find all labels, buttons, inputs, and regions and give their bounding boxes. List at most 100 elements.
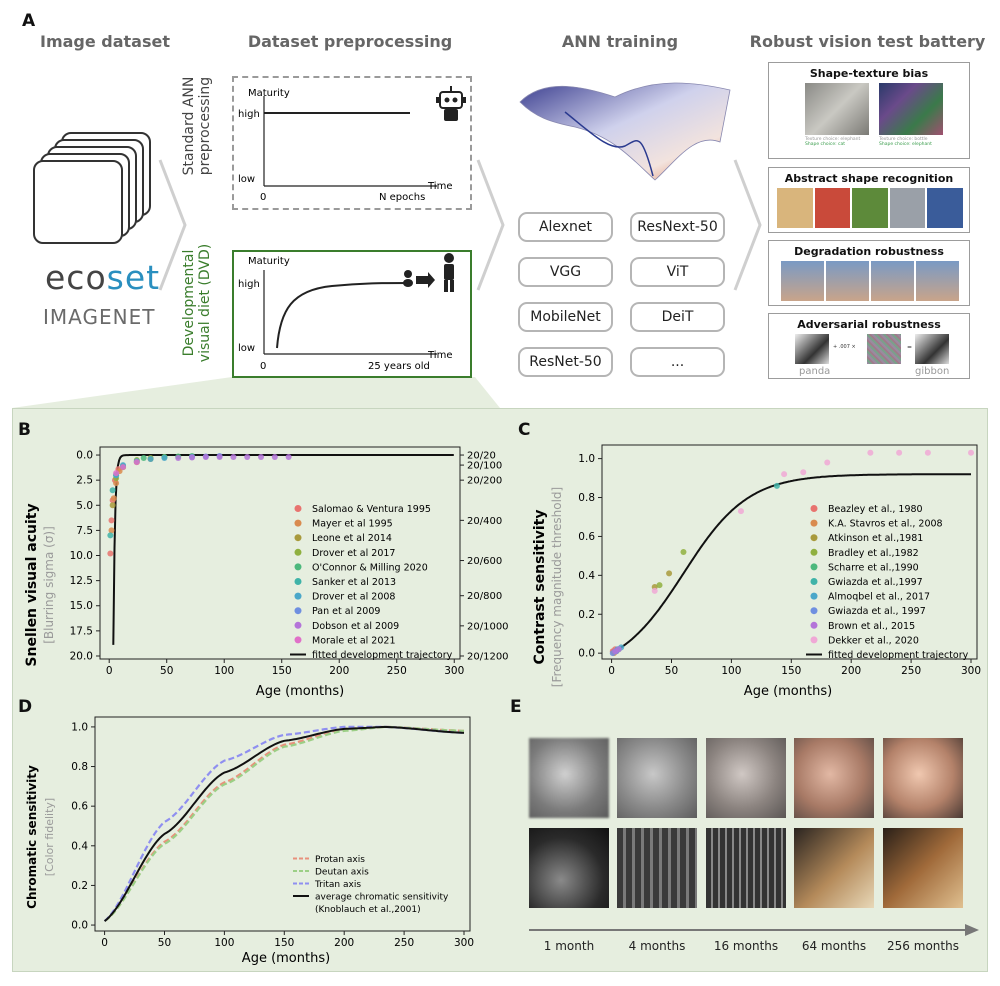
dvd-x0: 0 <box>260 361 266 372</box>
legend-marker <box>810 621 818 629</box>
right-tick-label: 20/100 <box>467 461 502 472</box>
legend-marker <box>810 505 818 512</box>
image-stack-icon <box>33 132 151 244</box>
test-adversarial: Adversarial robustness + .007 × = panda … <box>768 313 970 379</box>
legend-marker <box>294 592 302 600</box>
legend-marker <box>294 578 302 585</box>
legend-label: Salomao & Ventura 1995 <box>312 504 431 515</box>
chart-d-ylabel: Chromatic sensitivity <box>25 765 39 909</box>
shape-texture-title: Shape-texture bias <box>809 67 929 80</box>
baby-to-adult-icon <box>403 253 454 292</box>
legend-marker <box>810 578 818 585</box>
standard-x-end: N epochs <box>379 192 425 203</box>
data-point <box>216 454 223 461</box>
legend-label: Leone et al 2014 <box>312 533 392 544</box>
panel-b-letter: B <box>18 420 31 440</box>
data-point <box>133 459 140 466</box>
legend-label: K.A. Stavros et al., 2008 <box>828 519 943 530</box>
data-point <box>140 455 147 462</box>
adversarial-op: + .007 × <box>833 344 856 350</box>
chart-c-xlabel: Age (months) <box>744 684 832 699</box>
panel-a-letter: A <box>22 11 36 31</box>
chart-b-ylabel2: [Blurring sigma (σ)] <box>42 526 56 644</box>
data-point <box>113 480 120 487</box>
right-tick-label: 20/800 <box>467 591 502 602</box>
scene-64-months <box>794 828 874 908</box>
data-point <box>656 582 663 589</box>
chart-b-legend: Salomao & Ventura 1995 Mayer et al 1995 Le… <box>290 504 453 661</box>
data-point <box>189 454 196 461</box>
chart-b-xlabel: Age (months) <box>256 684 344 699</box>
right-tick-label: 20/20 <box>467 451 496 462</box>
standard-side-label: Standard ANN preprocessing <box>181 76 213 176</box>
zoom-wedge <box>12 377 500 408</box>
test-abstract-shape: Abstract shape recognition <box>768 167 970 233</box>
y-tick-label: 0.6 <box>578 531 595 543</box>
data-point <box>147 456 154 463</box>
data-point <box>924 449 931 456</box>
data-point <box>202 454 209 461</box>
noise-image <box>867 334 901 364</box>
y-tick-label: 0.4 <box>578 570 595 582</box>
dvd-side-label: Developmental visual diet (DVD) <box>181 243 213 363</box>
data-point <box>175 455 182 462</box>
panel-e-letter: E <box>510 697 522 717</box>
y-tick-label: 0.0 <box>71 920 88 932</box>
data-point <box>615 646 622 653</box>
abstract-shape-images <box>777 188 963 228</box>
dvd-x-title: Time <box>427 350 452 361</box>
data-point <box>108 527 115 534</box>
data-point <box>113 470 120 477</box>
y-tick-label: 17.5 <box>70 625 93 637</box>
legend-marker <box>294 534 302 542</box>
legend-label: fitted development trajectory <box>312 650 453 661</box>
legend-marker <box>810 592 818 600</box>
legend-label: Mayer et al 1995 <box>312 519 393 530</box>
series-line <box>103 725 465 922</box>
legend-label: Beazley et al., 1980 <box>828 504 923 515</box>
legend-label: Brown et al., 2015 <box>828 621 915 632</box>
y-tick-label: 12.5 <box>70 575 93 587</box>
x-tick-label: 100 <box>214 665 234 677</box>
y-tick-label: 0.6 <box>71 801 88 813</box>
loss-landscape-image <box>519 82 731 181</box>
legend-label: Almoqbel et al., 2017 <box>828 592 930 603</box>
x-tick-label: 200 <box>329 665 349 677</box>
face-1-month <box>529 738 609 818</box>
x-tick-label: 200 <box>334 937 354 949</box>
legend-marker <box>810 607 818 615</box>
x-tick-label: 300 <box>454 937 474 949</box>
legend-label: O'Connor & Milling 2020 <box>312 562 428 573</box>
panda-image <box>795 334 829 364</box>
shape-texture-caption-1: Texture choice: elephant Shape choice: ca… <box>805 137 861 147</box>
chart-c-legend: Beazley et al., 1980 K.A. Stavros et al.,… <box>806 504 969 661</box>
data-point <box>161 455 168 462</box>
x-tick-label: 100 <box>721 665 741 677</box>
face-256-months <box>883 738 963 818</box>
data-point <box>271 454 278 461</box>
panel-c-letter: C <box>518 420 531 440</box>
dvd-maturity-plot: Maturity high low Time 0 25 years old <box>238 253 454 372</box>
legend-label: Gwiazda et al.,1997 <box>828 577 923 588</box>
header-image-dataset: Image dataset <box>39 32 170 51</box>
legend-label: Deutan axis <box>315 868 369 878</box>
model-alexnet: Alexnet <box>518 212 613 242</box>
y-tick-label: 0.4 <box>71 840 88 852</box>
x-tick-label: 250 <box>387 665 407 677</box>
scene-256-months <box>883 828 963 908</box>
standard-x-title: Time <box>427 181 452 192</box>
legend-marker <box>294 548 302 556</box>
data-point <box>800 469 807 476</box>
legend-marker <box>810 563 818 571</box>
degradation-images <box>781 261 959 301</box>
legend-marker <box>294 505 302 512</box>
legend-label: Dobson et al 2009 <box>312 621 399 632</box>
x-tick-label: 100 <box>214 937 234 949</box>
legend-label: Sanker et al 2013 <box>312 577 396 588</box>
model-deit: DeiT <box>630 302 725 332</box>
header-ann-training: ANN training <box>561 32 679 51</box>
standard-low: low <box>238 174 255 185</box>
legend-label: Drover et al 2008 <box>312 592 395 603</box>
right-tick-label: 20/200 <box>467 476 502 487</box>
age-labels: 1 month 4 months 16 months 64 months 256… <box>529 939 979 957</box>
